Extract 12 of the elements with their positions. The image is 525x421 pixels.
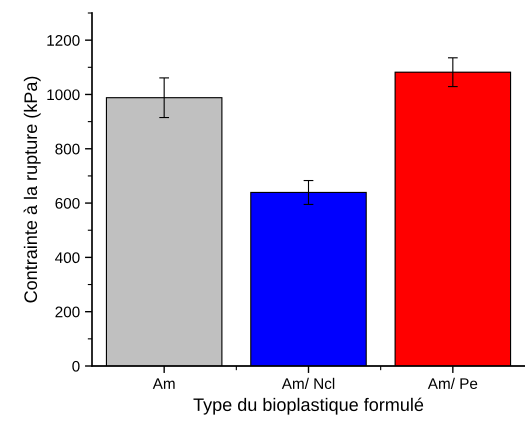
y-tick-label: 1200 (47, 35, 80, 46)
y-tick-label: 800 (55, 144, 80, 154)
x-axis-title: Type du bioplastique formulé (193, 398, 424, 415)
y-tick-label: 600 (55, 198, 80, 209)
y-tick-label: 1000 (47, 89, 80, 100)
x-tick-label: Am (152, 378, 175, 389)
y-tick-label: 200 (55, 306, 80, 318)
x-tick-label: Am/ Ncl (282, 378, 334, 390)
y-axis-title: Contrainte à la rupture (kPa) (24, 76, 41, 302)
y-tick-label: 0 (72, 360, 80, 372)
y-tick-label: 400 (55, 252, 80, 264)
x-tick-label: Am/ Pe (428, 378, 478, 390)
